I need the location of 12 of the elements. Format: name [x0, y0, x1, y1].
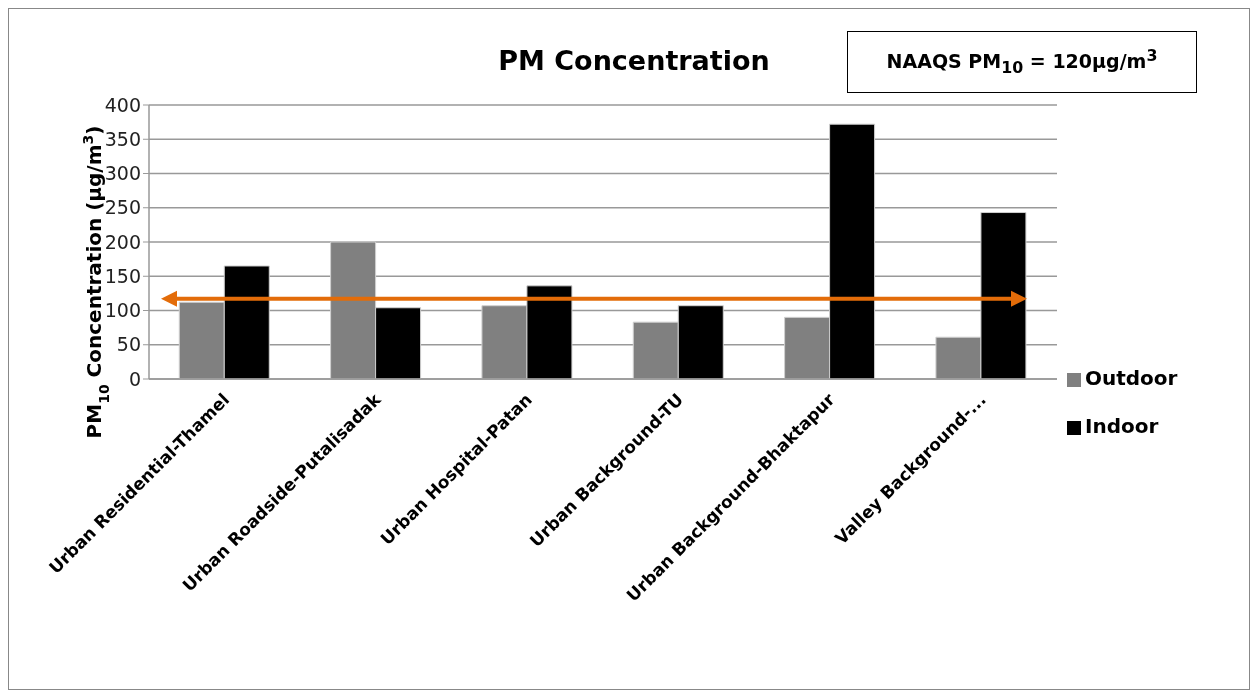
y-tick-label: 400 [104, 93, 141, 116]
y-tick-label: 50 [116, 333, 141, 356]
legend-label: Indoor [1085, 414, 1159, 438]
chart-title: PM Concentration [498, 45, 770, 76]
y-tick-label: 150 [104, 264, 141, 287]
y-tick-label: 350 [104, 127, 141, 150]
y-tick-label: 0 [128, 367, 141, 390]
y-tick-label: 250 [104, 196, 141, 219]
text: NAAQS PM$_{10}$ = 120µg/m$^{3}$ [886, 46, 1158, 78]
y-tick-label: 100 [104, 299, 141, 322]
y-tick-label: 300 [104, 162, 141, 185]
legend-label: Outdoor [1085, 366, 1178, 390]
